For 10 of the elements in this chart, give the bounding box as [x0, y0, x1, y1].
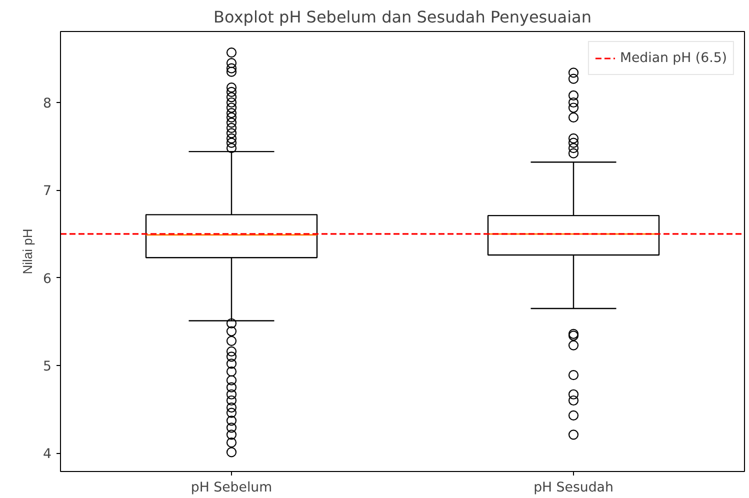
y-tick-label: 8: [43, 96, 52, 112]
y-axis-title: Nilai pH: [20, 228, 36, 274]
y-tick-label: 6: [43, 272, 52, 287]
y-tick-label: 7: [43, 184, 52, 200]
y-tick-label: 4: [43, 447, 52, 462]
x-tick-label: pH Sebelum: [190, 480, 272, 496]
y-tick-label: 5: [43, 359, 52, 374]
legend-label: Median pH (6.5): [620, 50, 727, 66]
x-tick-label: pH Sesudah: [534, 480, 614, 496]
chart-title: Boxplot pH Sebelum dan Sesudah Penyesuaian: [214, 8, 592, 26]
